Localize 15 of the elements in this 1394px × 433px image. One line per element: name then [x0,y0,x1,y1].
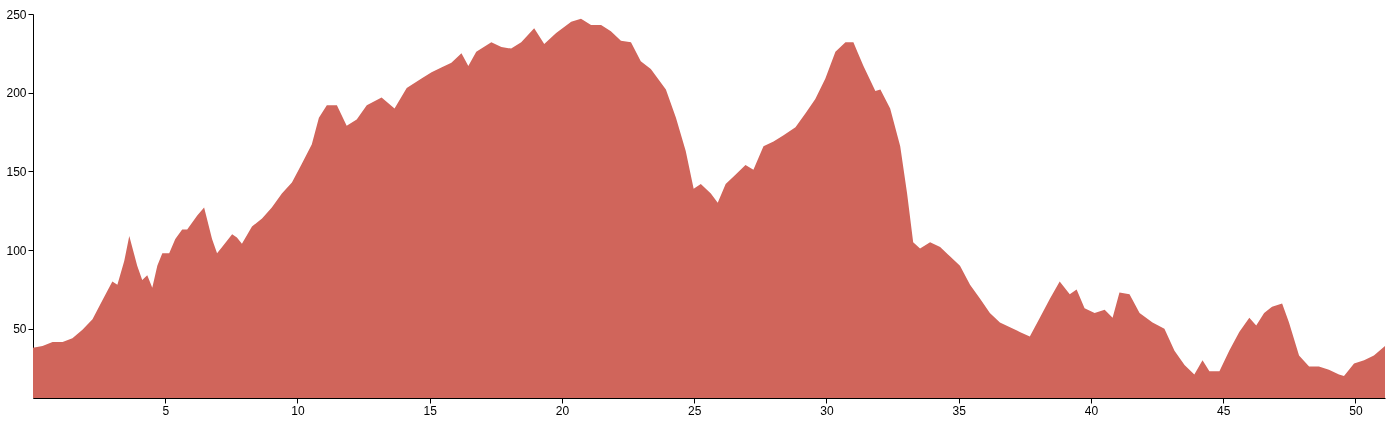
x-tick-label: 50 [1349,403,1363,418]
y-tick-label: 50 [13,322,27,337]
x-tick-label: 20 [555,403,570,418]
y-tick-label: 250 [6,7,27,22]
y-tick-label: 150 [6,164,27,179]
x-tick-label: 25 [688,403,702,418]
x-tick-label: 30 [820,403,834,418]
x-tick-label: 45 [1216,403,1231,418]
x-tick-label: 5 [162,403,170,418]
x-tick-label: 35 [952,403,967,418]
y-tick-label: 200 [6,86,27,101]
x-tick-label: 10 [291,403,305,418]
x-tick-label: 15 [423,403,438,418]
x-tick-label: 40 [1084,403,1099,418]
y-tick-label: 100 [6,243,27,258]
